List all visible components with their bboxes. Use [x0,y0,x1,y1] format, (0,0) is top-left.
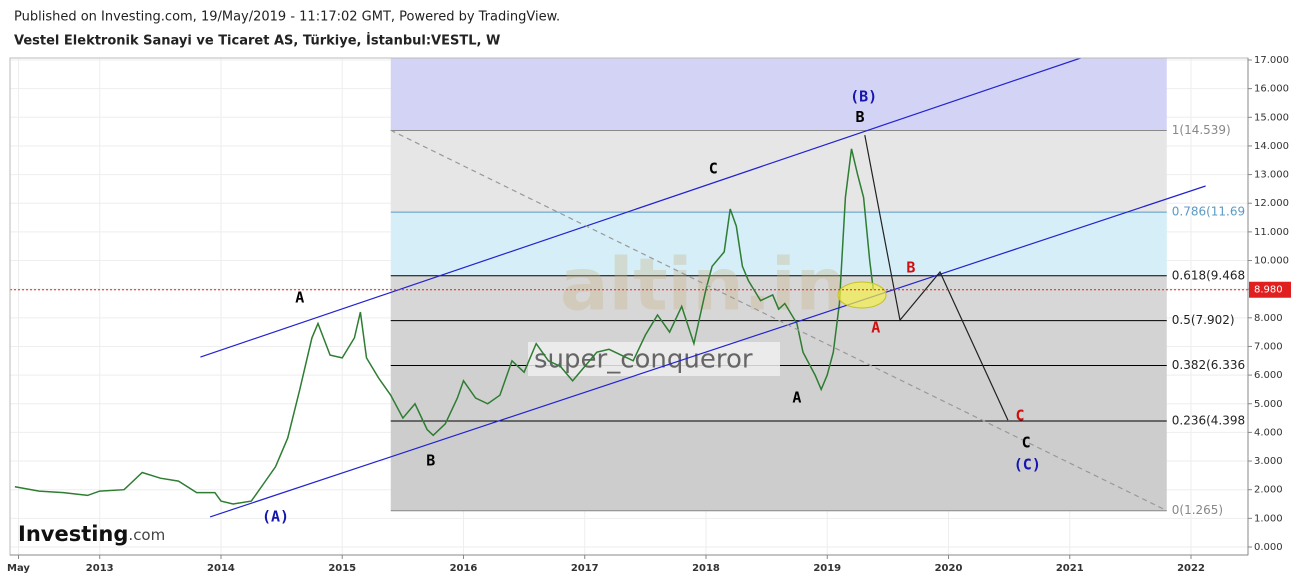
y-tick-label: 16.000 [1254,84,1289,95]
x-tick-label: 2014 [207,563,235,574]
overlay: 0.000 1.000 2.000 3.000 4.000 5.000 6.000 7.000… [7,55,1291,574]
y-tick-label: 13.000 [1254,170,1289,181]
fib-zone [390,58,1167,131]
logo-suffix: .com [128,526,165,544]
x-tick-label: 2016 [450,563,478,574]
x-tick-label: 2021 [1056,563,1084,574]
wave-label: C [709,159,718,177]
chart-title: Vestel Elektronik Sanayi ve Ticaret AS, … [14,33,500,49]
wave-label: C [1016,407,1025,425]
y-tick-label: 12.000 [1254,198,1289,209]
fib-zone [390,275,1167,321]
fib-label: 1(14.539) [1172,123,1231,137]
y-tick-label: 1.000 [1254,513,1283,524]
highlight [837,281,887,309]
fib-label: 0.236(4.398 [1172,413,1245,427]
price-line [14,148,875,505]
wave-label: (A) [262,507,289,525]
y-tick-label: 5.000 [1254,399,1283,410]
wave-label: (B) [850,88,877,106]
wave-label: B [906,258,915,276]
logo-main: Investing [18,522,128,546]
wave-label: B [855,108,864,126]
fib-zone [390,130,1167,213]
x-tick-label: 2022 [1177,563,1205,574]
y-tick-label: 7.000 [1254,341,1283,352]
x-tick-label: 2020 [935,563,963,574]
fib-label: 0.5(7.902) [1172,313,1235,327]
fib-label: 0.786(11.69 [1172,205,1245,219]
x-tick-label: 2013 [86,563,114,574]
wave-label: A [295,288,304,306]
fib-label: 0(1.265) [1172,503,1223,517]
fib-label: 0.382(6.336 [1172,358,1245,372]
y-tick-label: 0.000 [1254,542,1283,553]
wave-label: C [1022,433,1031,451]
fib-zone [390,420,1167,511]
wave-label: (C) [1014,456,1041,474]
y-tick-label: 11.000 [1254,227,1289,238]
trend-line [864,134,1009,421]
plot-area: 1(14.539) 0.786(11.69 0.618(9.468 0.5(7.902… [10,58,1248,555]
x-tick-label: May [7,563,30,574]
y-tick-label: 4.000 [1254,427,1283,438]
watermark: altin.in [560,243,847,327]
trend-line [200,58,1081,358]
x-tick-label: 2015 [328,563,356,574]
y-tick-label: 6.000 [1254,370,1283,381]
y-tick-label: 17.000 [1254,55,1289,66]
wave-label: B [426,452,435,470]
x-tick-label: 2019 [813,563,841,574]
x-tick-label: 2017 [571,563,599,574]
fib-zone [390,212,1167,276]
y-tick-label: 14.000 [1254,141,1289,152]
y-tick-label: 3.000 [1254,456,1283,467]
published-note: Published on Investing.com, 19/May/2019 … [14,10,560,25]
y-tick-label: 10.000 [1254,256,1289,267]
logo: Investing.com [18,522,165,546]
wave-label: A [871,319,880,337]
y-tick-label: 2.000 [1254,485,1283,496]
last-price-label: 8.980 [1254,285,1283,296]
fib-label: 0.618(9.468 [1172,268,1245,282]
wave-label: A [792,389,801,407]
y-tick-label: 15.000 [1254,112,1289,123]
author-box [528,342,780,376]
x-tick-label: 2018 [692,563,720,574]
y-tick-label: 8.000 [1254,313,1283,324]
trend-line [209,185,1206,518]
author: super_conqueror [534,345,753,375]
last-price-box [1249,281,1291,298]
